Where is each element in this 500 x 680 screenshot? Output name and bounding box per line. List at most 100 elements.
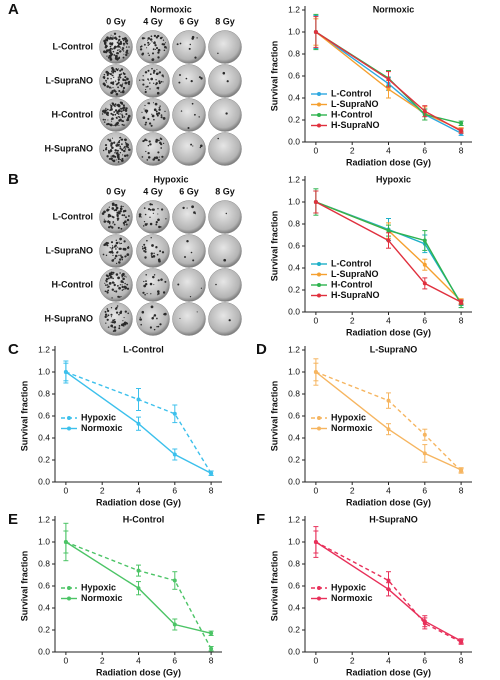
colony [125,51,128,54]
colony [141,37,145,40]
legend-marker [67,426,71,431]
colony [155,223,158,226]
data-point [209,471,214,476]
colony [140,45,143,48]
colony [147,151,150,155]
colony [120,242,123,244]
colony [106,210,108,212]
series-line [65,541,212,650]
colony [104,310,107,313]
legend-label: H-Control [331,109,373,119]
colony [108,51,110,53]
colony [118,286,121,290]
colony [119,50,122,53]
x-tick-label: 4 [386,655,391,665]
colony [118,254,120,257]
x-tick-label: 2 [100,485,105,495]
colony [126,283,129,286]
colony [121,323,124,327]
colony [126,246,130,249]
colony [153,284,155,286]
plate [99,132,133,166]
row-label: H-SupraNO [44,143,93,153]
colony [118,57,121,59]
data-point [422,619,427,624]
colony [149,216,151,218]
colony [141,79,143,81]
colony [151,52,155,55]
colony [223,258,227,262]
colony [116,214,119,218]
y-tick-label: 0.4 [288,432,300,442]
colony [111,248,113,250]
colony [105,38,109,42]
colony [160,226,162,228]
plate [208,302,242,336]
colony [117,246,119,248]
colony [123,325,125,327]
colony [121,284,123,286]
legend-marker [317,92,321,96]
colony [109,50,112,52]
colony [104,38,107,40]
data-point [459,639,464,643]
x-tick-label: 2 [350,485,355,495]
colony [122,50,125,52]
legend-marker [317,426,321,431]
colony [104,282,106,284]
colony [101,113,104,115]
colony [123,116,126,118]
colony [184,256,186,258]
colony [120,205,123,208]
colony [111,321,114,324]
colony [199,146,201,149]
colony [156,82,158,84]
data-point [172,411,177,416]
x-tick-label: 6 [422,315,427,325]
colony [119,145,121,148]
y-tick-label: 0.6 [288,240,300,250]
colony [151,113,153,115]
colony [122,47,125,50]
colony [109,47,112,50]
colony [121,116,124,119]
y-tick-label: 0.0 [288,136,300,146]
colony [143,249,146,252]
colony [116,251,119,253]
colony [142,83,145,86]
legend-label: Normoxic [331,423,373,433]
colony [115,92,119,96]
y-tick-label: 0.0 [288,306,300,316]
colony [160,114,163,116]
row-label: L-SupraNO [45,245,93,255]
colony [115,241,119,245]
colony [122,104,125,107]
y-tick-label: 1.2 [38,344,50,354]
colony [112,154,115,158]
colony [155,110,158,113]
colony [158,71,162,74]
colony [113,318,116,321]
colony [113,283,116,287]
colony [217,137,220,140]
colony [112,50,115,53]
data-point [459,121,464,126]
colony [104,284,107,287]
colony [103,220,107,223]
colony [111,74,113,77]
colony [110,313,113,316]
y-tick-label: 0.8 [288,218,300,228]
colony [103,84,107,87]
colony [121,289,124,291]
chart-title: H-Control [123,514,165,524]
colony [118,80,120,82]
colony [143,37,146,39]
colony [115,311,119,314]
colony [179,42,182,45]
colony [104,109,107,112]
colony [122,106,126,110]
colony [103,121,106,123]
colony [115,123,119,126]
colony [124,43,126,45]
legend-label: Normoxic [331,593,373,603]
